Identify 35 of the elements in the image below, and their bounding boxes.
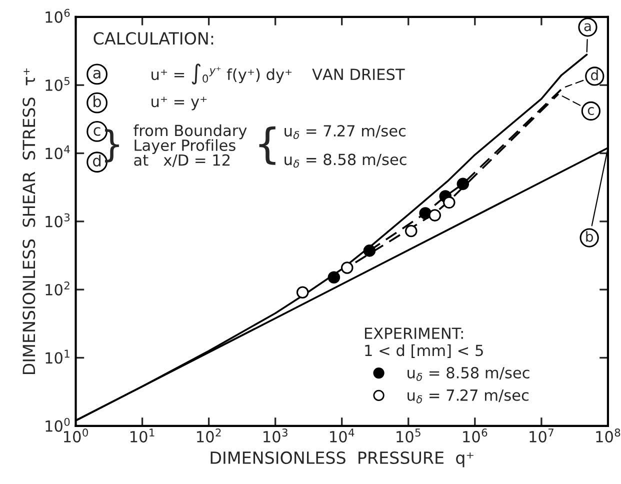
x-axis-title: DIMENSIONLESS PRESSURE q⁺ (210, 451, 474, 468)
x-tick-label: 10$^{1}$ (130, 428, 154, 443)
x-tick-label: 10$^{5}$ (396, 428, 420, 443)
x-tick-label: 10$^{3}$ (264, 428, 288, 442)
annotation: from Boundary Layer Profiles at x/D = 12 (134, 124, 247, 168)
annotation: u$_{δ}$ = 7.27 m/sec (284, 125, 406, 140)
annotation: a (93, 70, 100, 79)
annotation: d (93, 154, 101, 167)
annotation: { (259, 126, 276, 165)
series-label: a (584, 23, 591, 32)
legend-label: u$_{δ}$ = 8.58 m/sec (408, 366, 530, 381)
text: b (586, 231, 593, 242)
y-axis-title: DIMENSIONLESS SHEAR STRESS τ⁺ (22, 68, 36, 374)
y-tick-label: 10$^{6}$ (46, 8, 70, 23)
x-tick-label: 10$^{7}$ (530, 428, 554, 443)
legend-title: EXPERIMENT: 1 < d [mm] < 5 (365, 328, 483, 358)
x-tick-label: 10$^{4}$ (330, 428, 354, 443)
text: c (588, 107, 594, 116)
annotation: u⁺ = ∫$_{0}$$^{y⁺}$ f(y⁺) dy⁺ VAN DRIEST (152, 64, 405, 85)
x-tick-label: 10$^{6}$ (463, 428, 488, 442)
y-tick-label: 10$^{3}$ (46, 213, 70, 228)
y-tick-label: 10$^{1}$ (46, 350, 70, 364)
y-tick-label: 10$^{4}$ (46, 145, 70, 160)
x-tick-label: 10$^{8}$ (596, 428, 620, 442)
annotation: b (94, 95, 102, 108)
annotation: } (104, 129, 119, 162)
annotation: u$_{δ}$ = 8.58 m/sec (284, 154, 406, 168)
x-tick-label: 10$^{2}$ (197, 428, 221, 442)
annotation: u⁺ = y⁺ (152, 96, 207, 110)
y-tick-label: 10$^{5}$ (46, 77, 70, 92)
y-tick-label: 10$^{2}$ (46, 281, 70, 296)
annotation: c (94, 127, 100, 136)
legend-label: d (591, 70, 598, 80)
legend-label: u$_{δ}$ = 7.27 m/sec (408, 389, 528, 404)
annotation: CALCULATION: (94, 32, 214, 45)
